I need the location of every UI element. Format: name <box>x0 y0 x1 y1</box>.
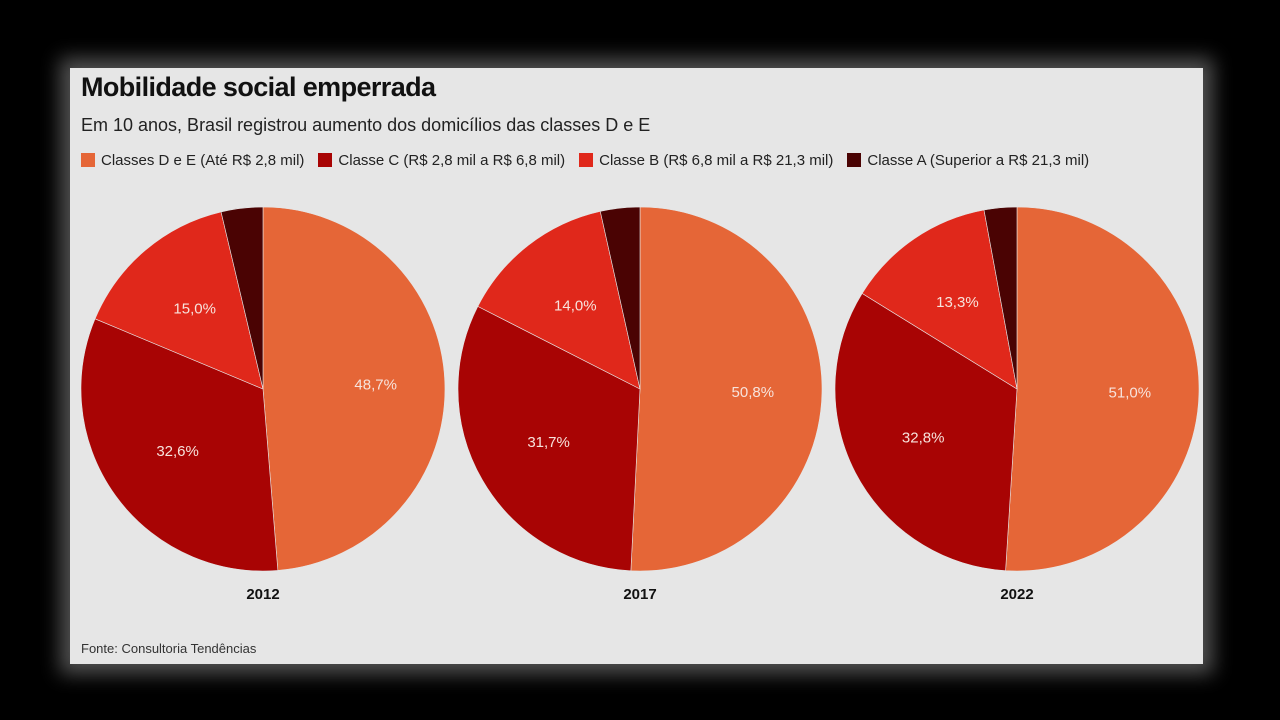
legend-label-classe-c: Classe C (R$ 2,8 mil a R$ 6,8 mil) <box>338 151 566 169</box>
pie-2022: 51,0% 32,8% 13,3% 2022 <box>834 206 1200 603</box>
pie-slice-classe-a-2017 <box>599 206 641 390</box>
pie-2017: 50,8% 31,7% 14,0% 2017 <box>457 206 823 603</box>
legend-swatch-classe-b <box>579 153 594 167</box>
pie-label-classes-d-e-2012: 48,7% <box>354 376 397 393</box>
pie-charts: 48,7% 32,6% 15,0% 2012 50,8% 31,7% 14,0% 2017 51… <box>80 206 1200 603</box>
year-label-2022: 2022 <box>1000 586 1033 603</box>
pie-label-classe-c-2017: 31,7% <box>527 434 570 451</box>
chart-card: Mobilidade social emperrada Em 10 anos, … <box>70 68 1203 664</box>
legend-label-classe-a: Classe A (Superior a R$ 21,3 mil) <box>867 151 1090 169</box>
chart-subtitle: Em 10 anos, Brasil registrou aumento dos… <box>81 115 651 135</box>
pie-slice-classe-c-2022 <box>834 293 1018 571</box>
pie-slice-classe-b-2017 <box>477 211 641 390</box>
legend-label-classes-d-e: Classes D e E (Até R$ 2,8 mil) <box>101 151 305 169</box>
pie-slice-classe-c-2017 <box>457 305 641 572</box>
pie-label-classes-d-e-2017: 50,8% <box>732 384 775 401</box>
pie-2012: 48,7% 32,6% 15,0% 2012 <box>80 206 446 603</box>
legend-label-classe-b: Classe B (R$ 6,8 mil a R$ 21,3 mil) <box>599 151 834 169</box>
source-note: Fonte: Consultoria Tendências <box>81 641 257 656</box>
pie-slice-classes-d-e-2022 <box>1005 206 1200 572</box>
legend-item-classe-a: Classe A (Superior a R$ 21,3 mil) <box>847 152 1089 169</box>
pie-label-classe-b-2012: 15,0% <box>173 301 216 318</box>
legend: Classes D e E (Até R$ 2,8 mil) Classe C … <box>81 150 1103 170</box>
legend-item-classe-b: Classe B (R$ 6,8 mil a R$ 21,3 mil) <box>579 152 833 169</box>
pie-slice-classes-d-e-2012 <box>262 206 446 571</box>
pie-slice-classe-a-2022 <box>983 206 1018 390</box>
pie-label-classes-d-e-2022: 51,0% <box>1109 385 1152 402</box>
pie-slice-classes-d-e-2017 <box>630 206 823 572</box>
legend-item-classes-d-e: Classes D e E (Até R$ 2,8 mil) <box>81 152 304 169</box>
pie-slice-classe-b-2022 <box>861 209 1018 390</box>
legend-swatch-classes-d-e <box>81 153 95 167</box>
pie-label-classe-c-2022: 32,8% <box>902 430 945 447</box>
legend-swatch-classe-a <box>847 153 862 167</box>
year-label-2012: 2012 <box>246 586 279 603</box>
pie-slice-classe-c-2012 <box>80 318 279 572</box>
pie-slice-classe-a-2012 <box>220 206 264 390</box>
pie-label-classe-b-2022: 13,3% <box>936 294 979 311</box>
legend-item-classe-c: Classe C (R$ 2,8 mil a R$ 6,8 mil) <box>318 152 565 169</box>
year-label-2017: 2017 <box>623 586 656 603</box>
pie-label-classe-c-2012: 32,6% <box>156 443 199 460</box>
pie-slice-classe-b-2012 <box>94 211 264 390</box>
pie-label-classe-b-2017: 14,0% <box>554 298 597 315</box>
chart-title: Mobilidade social emperrada <box>81 72 436 102</box>
legend-swatch-classe-c <box>318 153 333 167</box>
